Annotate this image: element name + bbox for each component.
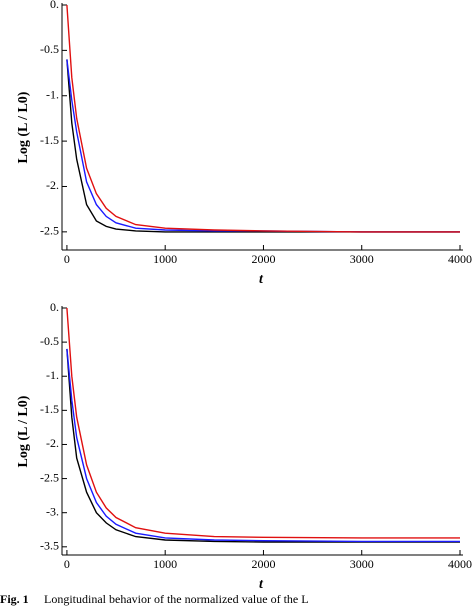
y-tick-label: -2.	[46, 178, 59, 192]
y-axis-label: Log (L / L0)	[16, 91, 31, 163]
x-tick-label: 0	[64, 557, 70, 571]
x-tick-label: 4000	[448, 252, 472, 266]
y-tick-label: -1.5	[40, 133, 59, 147]
series-line	[66, 59, 460, 233]
x-tick-label: 4000	[448, 557, 472, 571]
y-tick-label: -1.5	[40, 402, 59, 416]
y-tick-label: -2.	[46, 436, 59, 450]
caption: Longitudinal behavior of the normalized …	[44, 592, 309, 606]
y-tick-label: -3.	[46, 504, 59, 518]
x-tick-label: 1000	[153, 557, 177, 571]
y-tick-label: -1.	[46, 368, 59, 382]
x-tick-label: 0	[64, 252, 70, 266]
y-axis-label: Log (L / L0)	[16, 395, 31, 467]
x-tick-label: 2000	[251, 557, 275, 571]
series-line	[66, 59, 460, 233]
series-line	[66, 348, 460, 543]
caption-label: Fig. 1	[0, 592, 29, 606]
series-line	[66, 307, 460, 539]
x-axis-label: t	[259, 577, 264, 592]
series-line	[66, 4, 460, 233]
y-tick-label: -2.5	[40, 470, 59, 484]
x-tick-label: 3000	[350, 557, 374, 571]
y-tick-label: -1.	[46, 87, 59, 101]
x-tick-label: 1000	[153, 252, 177, 266]
y-tick-label: 0.	[50, 300, 59, 314]
x-tick-label: 2000	[251, 252, 275, 266]
x-tick-label: 3000	[350, 252, 374, 266]
y-tick-label: -0.5	[40, 334, 59, 348]
series-line	[66, 348, 460, 543]
y-tick-label: -3.5	[40, 539, 59, 553]
x-axis-label: t	[259, 272, 264, 287]
y-tick-label: -0.5	[40, 42, 59, 56]
y-tick-label: 0.	[50, 0, 59, 11]
y-tick-label: -2.5	[40, 224, 59, 238]
